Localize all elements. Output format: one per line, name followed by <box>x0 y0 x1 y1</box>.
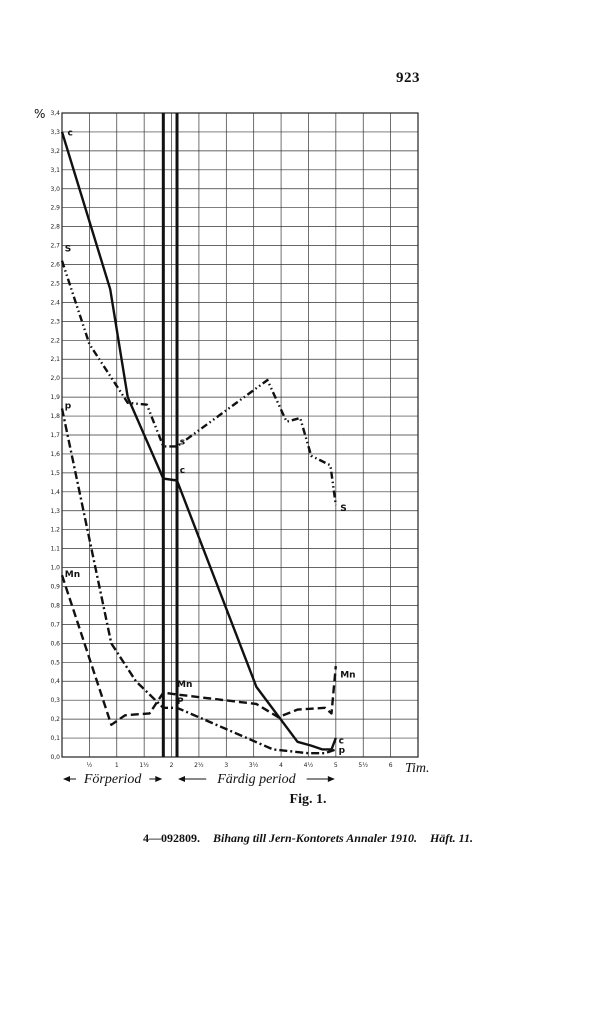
y-axis-label: % <box>34 107 45 121</box>
y-tick-label: 1,1 <box>50 546 60 553</box>
y-tick-label: 3,4 <box>50 110 60 117</box>
y-tick-label: 3,1 <box>50 167 60 174</box>
y-tick-label: 0,7 <box>50 621 60 628</box>
series-label: c <box>339 737 344 747</box>
series-label: c <box>67 129 72 139</box>
x-tick-label: 3½ <box>249 762 259 769</box>
chart-grid <box>61 112 419 758</box>
x-tick-label: ½ <box>86 762 92 769</box>
y-tick-label: 2,4 <box>50 299 60 306</box>
series-label: S <box>65 244 71 254</box>
series-label: P <box>177 697 184 707</box>
y-tick-label: 1,7 <box>50 432 60 439</box>
series-p-line <box>60 408 337 755</box>
y-tick-label: 2,3 <box>50 318 60 325</box>
series-label: c <box>180 466 185 476</box>
composition-chart: 0,0 0,1 0,2 0,3 0,4 0,5 0,6 0,7 0,8 0,9 1,0 1,1 1,2 1… <box>34 107 430 787</box>
y-tick-label: 1,2 <box>50 527 60 534</box>
series-label: p <box>339 746 346 756</box>
y-tick-label: 1,5 <box>50 470 60 477</box>
y-tick-label: 2,5 <box>50 280 60 287</box>
page-number: 923 <box>396 70 420 86</box>
x-tick-label: 2½ <box>194 762 204 769</box>
y-tick-label: 0,1 <box>50 735 60 742</box>
series-s-line <box>60 260 337 506</box>
figure-caption: Fig. 1. <box>289 792 327 807</box>
x-tick-label: 4 <box>279 762 283 769</box>
series-c-line <box>60 131 337 751</box>
y-tick-label: 1,6 <box>50 451 60 458</box>
x-tick-label: 5½ <box>358 762 368 769</box>
y-tick-label: 1,8 <box>50 413 60 420</box>
series-label: Mn <box>65 570 80 580</box>
y-tick-label: 0,4 <box>50 678 60 685</box>
y-tick-label: 0,2 <box>50 716 60 723</box>
arrow-head <box>63 776 70 782</box>
y-tick-label: 1,3 <box>50 508 60 515</box>
x-tick-label: 4½ <box>304 762 314 769</box>
y-tick-label: 2,7 <box>50 243 60 250</box>
y-tick-label: 1,9 <box>50 394 60 401</box>
y-tick-label: 0,0 <box>50 754 60 761</box>
y-tick-label: 3,3 <box>50 129 60 136</box>
footer-number: 4—092809. <box>143 831 201 845</box>
x-tick-label: 6 <box>389 762 393 769</box>
arrow-head <box>178 776 186 782</box>
y-tick-label: 2,6 <box>50 262 60 269</box>
y-tick-label: 3,0 <box>50 186 60 193</box>
series-label: S <box>340 504 346 514</box>
y-tick-label: 0,6 <box>50 640 60 647</box>
x-tick-label: 1½ <box>139 762 149 769</box>
series-mn-line <box>60 574 337 726</box>
period-label: Färdig period <box>216 772 296 787</box>
y-tick-label: 0,9 <box>50 584 60 591</box>
y-tick-label: 1,0 <box>50 565 60 572</box>
period-label: Förperiod <box>83 772 143 787</box>
footer-series: Bihang till Jern-Kontorets Annaler 1910. <box>213 831 417 845</box>
series-label: Mn <box>340 670 355 680</box>
y-tick-label: 2,8 <box>50 224 60 231</box>
footer: 4—092809. Bihang till Jern-Kontorets Ann… <box>0 831 616 846</box>
y-tick-label: 2,9 <box>50 205 60 212</box>
y-tick-label: 3,2 <box>50 148 60 155</box>
y-tick-label: 2,1 <box>50 356 60 363</box>
period-markers <box>161 113 179 757</box>
y-tick-label: 1,4 <box>50 489 60 496</box>
period-annotations: Förperiod Färdig period <box>63 772 335 787</box>
y-tick-label: 0,8 <box>50 602 60 609</box>
series-label: p <box>65 401 72 411</box>
y-tick-labels: 0,0 0,1 0,2 0,3 0,4 0,5 0,6 0,7 0,8 0,9 1,0 1,1 1,2 1… <box>50 110 60 761</box>
x-tick-label: 1 <box>115 762 119 769</box>
x-axis-label: Tim. <box>405 761 430 776</box>
y-tick-label: 2,0 <box>50 375 60 382</box>
arrow-head <box>327 776 335 782</box>
arrow-head <box>155 776 163 782</box>
series-label: Mn <box>177 680 192 690</box>
x-tick-label: 2 <box>170 762 174 769</box>
series-lines <box>60 131 337 755</box>
y-tick-label: 0,5 <box>50 659 60 666</box>
x-tick-label: 3 <box>224 762 228 769</box>
y-tick-label: 0,3 <box>50 697 60 704</box>
series-label: s <box>180 437 185 447</box>
footer-issue: Häft. 11. <box>429 831 473 845</box>
y-tick-label: 2,2 <box>50 337 60 344</box>
x-tick-label: 5 <box>334 762 338 769</box>
x-tick-labels: ½ 1 1½ 2 2½ 3 3½ 4 4½ 5 5½ 6 <box>86 762 392 769</box>
